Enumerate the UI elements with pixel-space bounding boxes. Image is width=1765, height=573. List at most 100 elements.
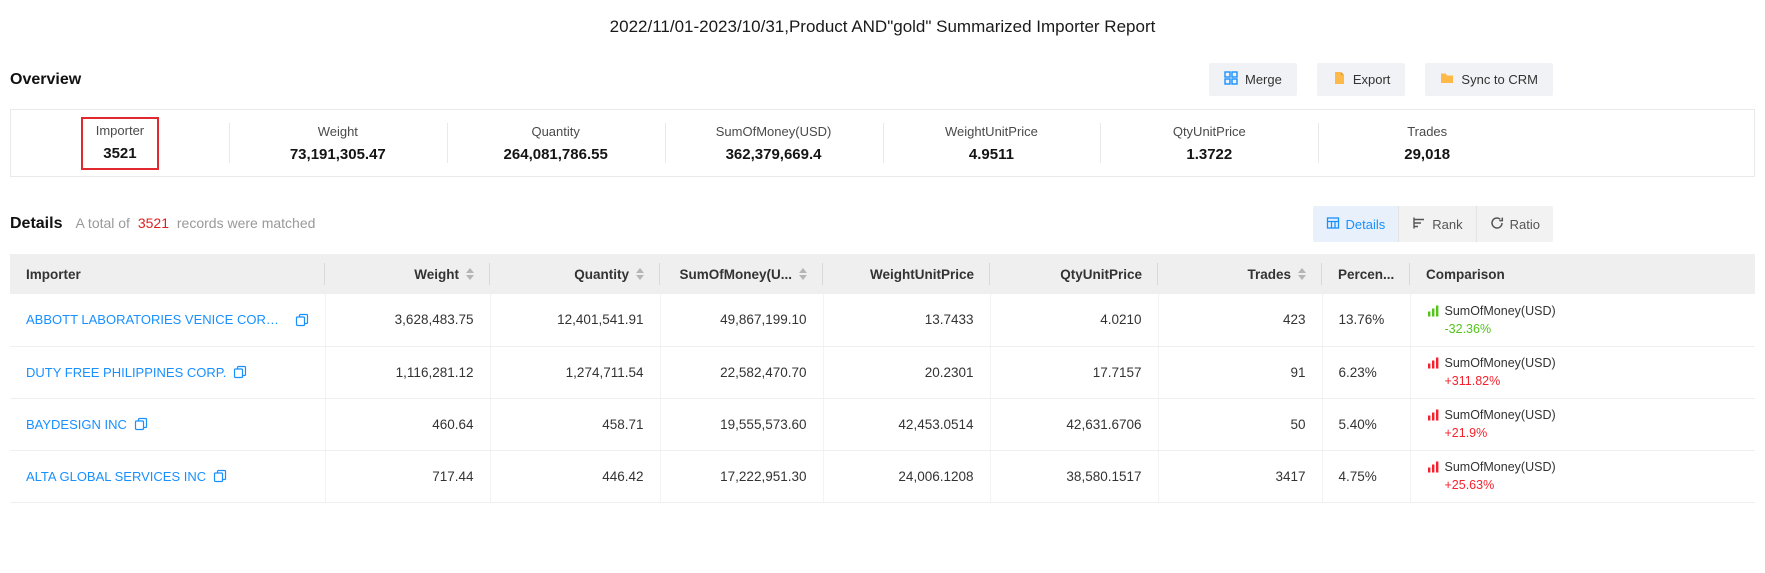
sync-to-crm-button-label: Sync to CRM — [1461, 72, 1538, 87]
sum-of-money-cell: 49,867,199.10 — [660, 294, 823, 346]
weight-cell: 460.64 — [325, 398, 490, 450]
importer-link[interactable]: BAYDESIGN INC — [26, 417, 127, 432]
qty-unit-price-cell: 38,580.1517 — [990, 450, 1158, 502]
stat-value: 362,379,669.4 — [716, 146, 832, 163]
trades-cell: 3417 — [1158, 450, 1322, 502]
weight-cell: 717.44 — [325, 450, 490, 502]
view-button-label: Details — [1346, 217, 1386, 232]
comparison-metric-label: SumOfMoney(USD) — [1445, 304, 1556, 318]
importer-highlight-box: Importer 3521 — [81, 117, 159, 170]
col-header-trades[interactable]: Trades — [1158, 254, 1322, 294]
comparison-cell: SumOfMoney(USD) +21.9% — [1410, 398, 1755, 450]
stat-label: QtyUnitPrice — [1173, 124, 1246, 139]
col-header-quantity[interactable]: Quantity — [490, 254, 660, 294]
match-summary: A total of 3521 records were matched — [75, 215, 315, 231]
col-header-weight[interactable]: Weight — [325, 254, 490, 294]
copy-icon[interactable] — [233, 365, 247, 379]
quantity-cell: 1,274,711.54 — [490, 346, 660, 398]
copy-icon[interactable] — [295, 313, 309, 327]
stat-value: 4.9511 — [945, 146, 1038, 163]
table-icon — [1326, 216, 1340, 233]
weight-unit-price-cell: 42,453.0514 — [823, 398, 990, 450]
sync-to-crm-button[interactable]: Sync to CRM — [1425, 63, 1553, 96]
trend-chart-icon — [1427, 305, 1440, 317]
qty-unit-price-cell: 42,631.6706 — [990, 398, 1158, 450]
details-heading: Details — [10, 215, 62, 233]
stat-label: SumOfMoney(USD) — [716, 124, 832, 139]
merge-button-label: Merge — [1245, 72, 1282, 87]
overview-stats-bar: Importer 3521 Weight 73,191,305.47 Quant… — [10, 109, 1755, 177]
stat-label: WeightUnitPrice — [945, 124, 1038, 139]
trend-chart-icon — [1427, 357, 1440, 369]
comparison-change-value: +21.9% — [1445, 426, 1740, 440]
summarized-importer-report-page: 2022/11/01-2023/10/31,Product AND"gold" … — [0, 0, 1765, 573]
export-button[interactable]: Export — [1317, 63, 1406, 96]
view-button-details[interactable]: Details — [1313, 206, 1399, 242]
importer-link[interactable]: DUTY FREE PHILIPPINES CORP. — [26, 365, 226, 380]
overview-header: Overview Merge Export Sync to CRM — [10, 63, 1553, 96]
overview-heading: Overview — [10, 71, 81, 89]
stat-weight: Weight 73,191,305.47 — [229, 124, 447, 163]
table-row: BAYDESIGN INC 460.64 458.71 19,555,573.6… — [10, 398, 1755, 450]
stat-label: Weight — [290, 124, 386, 139]
sum-of-money-cell: 22,582,470.70 — [660, 346, 823, 398]
table-row: ABBOTT LABORATORIES VENICE CORPORAT... 3… — [10, 294, 1755, 346]
importer-cell: ABBOTT LABORATORIES VENICE CORPORAT... — [10, 294, 325, 346]
col-header-label: Percen... — [1338, 267, 1394, 282]
copy-icon[interactable] — [213, 469, 227, 483]
stat-value: 3521 — [96, 145, 144, 162]
merge-button[interactable]: Merge — [1209, 63, 1297, 96]
comparison-metric-label: SumOfMoney(USD) — [1445, 408, 1556, 422]
stat-value: 29,018 — [1404, 146, 1450, 163]
rank-icon — [1412, 216, 1426, 233]
comparison-change-value: +25.63% — [1445, 478, 1740, 492]
sum-of-money-cell: 19,555,573.60 — [660, 398, 823, 450]
sort-carets-icon[interactable] — [466, 268, 474, 280]
sort-carets-icon[interactable] — [636, 268, 644, 280]
weight-unit-price-cell: 13.7433 — [823, 294, 990, 346]
percent-cell: 6.23% — [1322, 346, 1410, 398]
col-header-label: QtyUnitPrice — [1060, 267, 1142, 282]
sort-carets-icon[interactable] — [799, 268, 807, 280]
col-header-percent: Percen... — [1322, 254, 1410, 294]
comparison-cell: SumOfMoney(USD) -32.36% — [1410, 294, 1755, 346]
col-header-sum-of-money[interactable]: SumOfMoney(U... — [660, 254, 823, 294]
table-row: ALTA GLOBAL SERVICES INC 717.44 446.42 1… — [10, 450, 1755, 502]
view-button-rank[interactable]: Rank — [1398, 206, 1475, 242]
copy-icon[interactable] — [134, 417, 148, 431]
trades-cell: 91 — [1158, 346, 1322, 398]
view-button-ratio[interactable]: Ratio — [1476, 206, 1553, 242]
trades-cell: 50 — [1158, 398, 1322, 450]
col-header-label: Trades — [1247, 267, 1291, 282]
stat-weight-unit-price: WeightUnitPrice 4.9511 — [883, 124, 1101, 163]
comparison-cell: SumOfMoney(USD) +311.82% — [1410, 346, 1755, 398]
action-buttons: Merge Export Sync to CRM — [1209, 63, 1553, 96]
sort-carets-icon[interactable] — [1298, 268, 1306, 280]
weight-unit-price-cell: 24,006.1208 — [823, 450, 990, 502]
sum-of-money-cell: 17,222,951.30 — [660, 450, 823, 502]
quantity-cell: 446.42 — [490, 450, 660, 502]
sync-crm-icon — [1440, 71, 1454, 88]
details-header: Details A total of 3521 records were mat… — [10, 206, 1553, 242]
comparison-metric-label: SumOfMoney(USD) — [1445, 460, 1556, 474]
comparison-change-value: -32.36% — [1445, 322, 1740, 336]
col-header-comparison: Comparison — [1410, 254, 1755, 294]
stat-value: 264,081,786.55 — [504, 146, 608, 163]
details-summary: Details A total of 3521 records were mat… — [10, 215, 315, 233]
percent-cell: 13.76% — [1322, 294, 1410, 346]
importer-link[interactable]: ABBOTT LABORATORIES VENICE CORPORAT... — [26, 312, 288, 327]
stat-label: Trades — [1404, 124, 1450, 139]
stat-sum-of-money: SumOfMoney(USD) 362,379,669.4 — [665, 124, 883, 163]
importer-link[interactable]: ALTA GLOBAL SERVICES INC — [26, 469, 206, 484]
comparison-metric-label: SumOfMoney(USD) — [1445, 356, 1556, 370]
col-header-qty-unit-price: QtyUnitPrice — [990, 254, 1158, 294]
col-header-label: SumOfMoney(U... — [679, 267, 792, 282]
trend-chart-icon — [1427, 461, 1440, 473]
importer-details-table: Importer Weight Quantity SumOfMoney(U...… — [10, 254, 1755, 503]
table-row: DUTY FREE PHILIPPINES CORP. 1,116,281.12… — [10, 346, 1755, 398]
col-header-weight-unit-price: WeightUnitPrice — [823, 254, 990, 294]
trend-chart-icon — [1427, 409, 1440, 421]
col-header-label: Comparison — [1426, 267, 1505, 282]
weight-unit-price-cell: 20.2301 — [823, 346, 990, 398]
view-button-label: Ratio — [1510, 217, 1540, 232]
